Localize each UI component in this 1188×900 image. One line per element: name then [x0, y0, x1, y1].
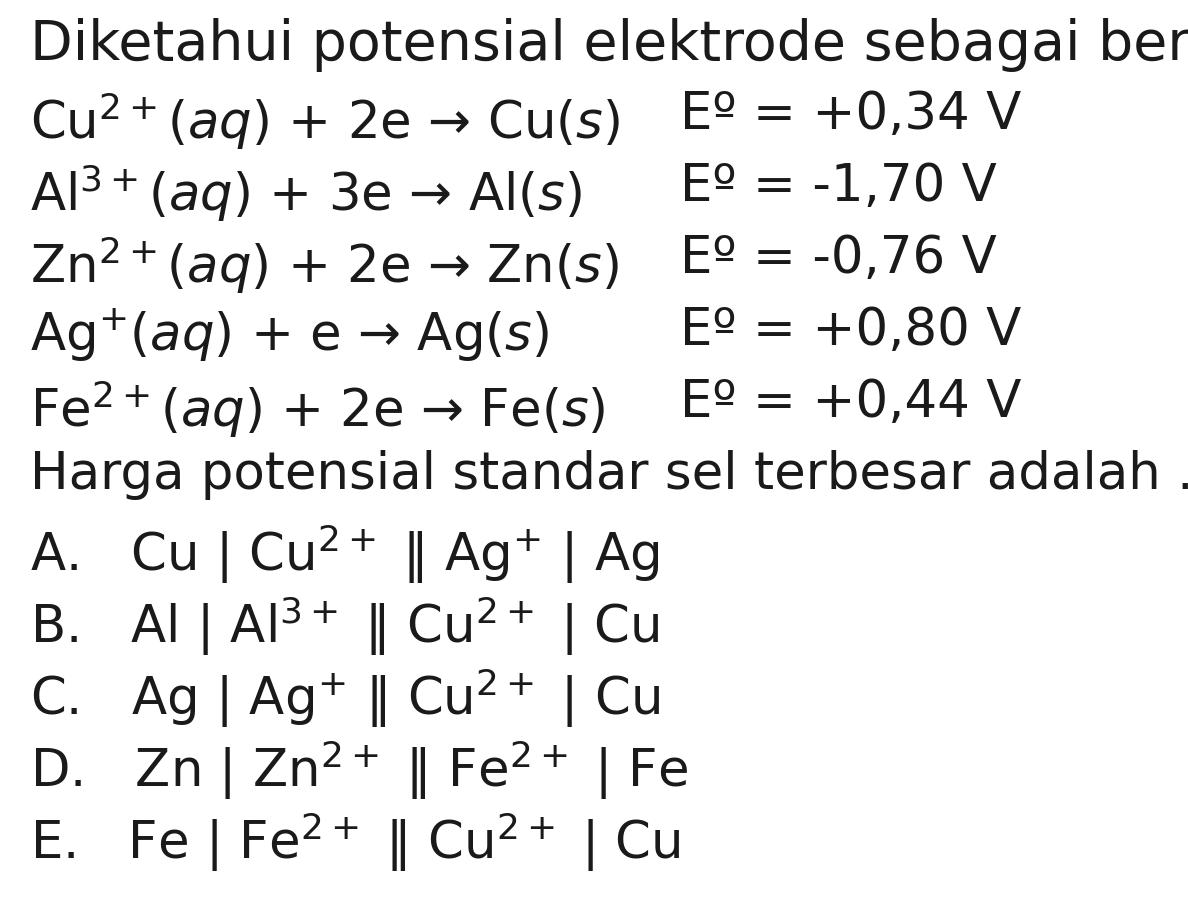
- Text: Eº = +0,34 V: Eº = +0,34 V: [680, 90, 1022, 140]
- Text: Eº = -0,76 V: Eº = -0,76 V: [680, 234, 997, 284]
- Text: Eº = +0,44 V: Eº = +0,44 V: [680, 378, 1022, 428]
- Text: B.   Al | Al$^{3+}$ ‖ Cu$^{2+}$ | Cu: B. Al | Al$^{3+}$ ‖ Cu$^{2+}$ | Cu: [30, 594, 659, 658]
- Text: Harga potensial standar sel terbesar adalah ....: Harga potensial standar sel terbesar ada…: [30, 450, 1188, 500]
- Text: E.   Fe | Fe$^{2+}$ ‖ Cu$^{2+}$ | Cu: E. Fe | Fe$^{2+}$ ‖ Cu$^{2+}$ | Cu: [30, 810, 681, 874]
- Text: Eº = -1,70 V: Eº = -1,70 V: [680, 162, 997, 212]
- Text: Zn$^{2+}$($aq$) + 2e → Zn($s$): Zn$^{2+}$($aq$) + 2e → Zn($s$): [30, 234, 619, 296]
- Text: Diketahui potensial elektrode sebagai berikut.: Diketahui potensial elektrode sebagai be…: [30, 18, 1188, 72]
- Text: Fe$^{2+}$($aq$) + 2e → Fe($s$): Fe$^{2+}$($aq$) + 2e → Fe($s$): [30, 378, 606, 440]
- Text: Cu$^{2+}$($aq$) + 2e → Cu($s$): Cu$^{2+}$($aq$) + 2e → Cu($s$): [30, 90, 620, 152]
- Text: D.   Zn | Zn$^{2+}$ ‖ Fe$^{2+}$ | Fe: D. Zn | Zn$^{2+}$ ‖ Fe$^{2+}$ | Fe: [30, 738, 688, 802]
- Text: Al$^{3+}$($aq$) + 3e → Al($s$): Al$^{3+}$($aq$) + 3e → Al($s$): [30, 162, 582, 224]
- Text: Eº = +0,80 V: Eº = +0,80 V: [680, 306, 1022, 356]
- Text: Ag$^{+}$($aq$) + e → Ag($s$): Ag$^{+}$($aq$) + e → Ag($s$): [30, 306, 549, 363]
- Text: C.   Ag | Ag$^{+}$ ‖ Cu$^{2+}$ | Cu: C. Ag | Ag$^{+}$ ‖ Cu$^{2+}$ | Cu: [30, 666, 661, 730]
- Text: A.   Cu | Cu$^{2+}$ ‖ Ag$^{+}$ | Ag: A. Cu | Cu$^{2+}$ ‖ Ag$^{+}$ | Ag: [30, 522, 659, 586]
